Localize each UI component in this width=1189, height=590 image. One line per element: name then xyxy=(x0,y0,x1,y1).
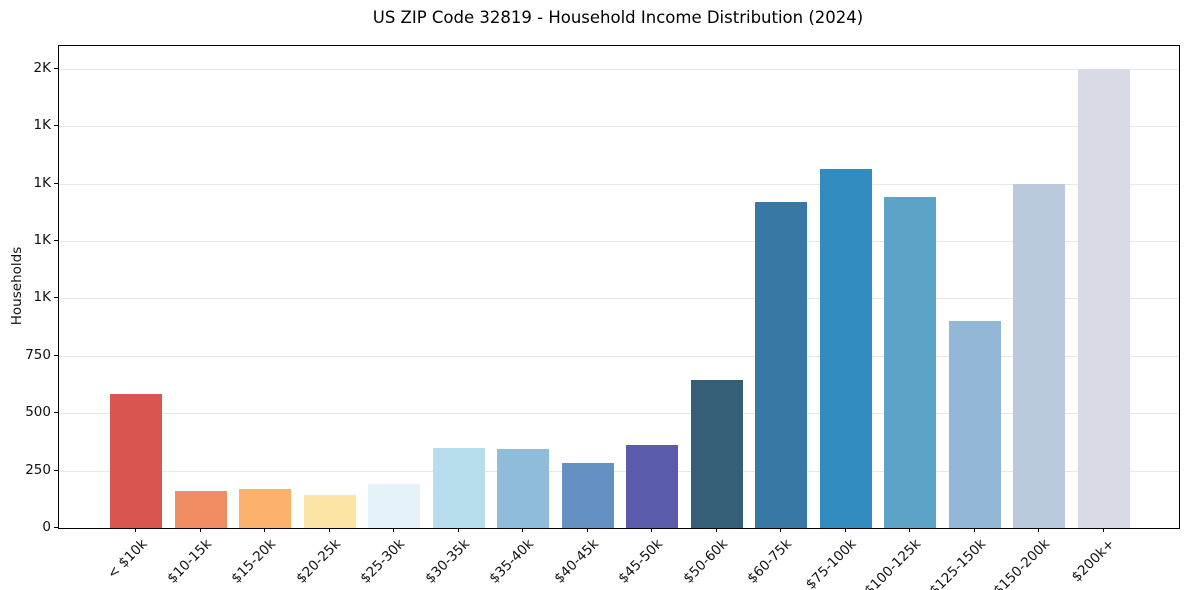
x-tick-mark xyxy=(973,528,975,532)
gridline xyxy=(59,413,1179,415)
y-tick-mark xyxy=(54,67,58,69)
y-tick-label: 2K xyxy=(33,59,51,76)
y-tick-mark xyxy=(54,182,58,184)
x-tick-label: $35-40k xyxy=(486,536,538,587)
bar-50-60k xyxy=(690,379,743,528)
x-tick-label: $200k+ xyxy=(1068,536,1118,586)
bar-200k xyxy=(1077,68,1130,528)
gridline xyxy=(59,470,1179,472)
x-tick-label: $40-45k xyxy=(551,536,602,587)
x-tick-label: $60-75k xyxy=(744,536,796,587)
bar-35-40k xyxy=(497,448,549,528)
y-tick-label: 250 xyxy=(25,461,51,478)
x-tick-mark xyxy=(1038,528,1039,532)
y-axis-label: Households xyxy=(9,246,25,326)
x-tick-label: $30-35k xyxy=(422,536,473,587)
bar-100-125k xyxy=(884,197,936,528)
x-tick-mark xyxy=(715,528,717,532)
bar-20-25k xyxy=(303,494,356,528)
x-tick-label: $25-30k xyxy=(357,536,409,587)
y-tick-mark xyxy=(54,240,58,242)
x-tick-mark xyxy=(586,528,588,532)
x-tick-label: $100-125k xyxy=(861,536,925,590)
y-tick-label: 1K xyxy=(33,174,51,191)
x-tick-mark xyxy=(522,528,523,532)
bar-15-20k xyxy=(239,488,291,528)
y-tick-label: 500 xyxy=(25,404,51,421)
bar-30-35k xyxy=(432,447,485,528)
x-tick-label: $20-25k xyxy=(293,536,344,587)
x-tick-mark xyxy=(909,528,910,532)
bar-60-75k xyxy=(755,202,807,528)
y-tick-mark xyxy=(54,469,58,471)
bar-45-50k xyxy=(626,445,678,528)
x-tick-label: $150-200k xyxy=(990,536,1054,590)
x-tick-label: $125-150k xyxy=(926,536,989,590)
plot-area xyxy=(58,45,1180,529)
x-tick-label: $75-100k xyxy=(803,536,860,590)
gridline xyxy=(59,183,1179,185)
bar-10k xyxy=(110,393,162,528)
bar-10-15k xyxy=(174,491,227,528)
bar-40-45k xyxy=(561,462,614,528)
x-tick-mark xyxy=(844,528,846,532)
y-tick-label: 1K xyxy=(33,289,51,306)
y-tick-label: 0 xyxy=(42,519,51,535)
x-tick-mark xyxy=(780,528,781,532)
x-tick-mark xyxy=(328,528,330,532)
y-tick-label: 1K xyxy=(33,232,51,249)
gridline xyxy=(59,355,1179,357)
y-tick-mark xyxy=(54,354,58,356)
x-tick-mark xyxy=(199,528,201,532)
y-tick-label: 1K xyxy=(33,117,51,134)
y-tick-mark xyxy=(54,125,58,127)
y-tick-mark xyxy=(54,527,58,528)
x-tick-mark xyxy=(264,528,265,532)
x-tick-mark xyxy=(393,528,394,532)
x-tick-label: < $10k xyxy=(104,536,151,583)
y-tick-mark xyxy=(54,412,58,414)
bar-125-150k xyxy=(948,321,1001,528)
x-tick-label: $10-15k xyxy=(164,536,215,587)
chart-title: US ZIP Code 32819 - Household Income Dis… xyxy=(372,8,864,27)
gridline xyxy=(59,126,1179,128)
x-tick-label: $50-60k xyxy=(680,536,731,587)
y-tick-label: 750 xyxy=(25,346,51,363)
x-tick-mark xyxy=(651,528,652,532)
x-tick-label: $15-20k xyxy=(228,536,280,587)
x-tick-mark xyxy=(1102,528,1104,532)
x-tick-mark xyxy=(135,528,136,532)
bar-150-200k xyxy=(1013,183,1065,528)
gridline xyxy=(59,298,1179,300)
bar-25-30k xyxy=(368,484,420,528)
gridline xyxy=(59,68,1179,70)
y-tick-mark xyxy=(54,297,58,299)
bar-75-100k xyxy=(819,168,872,528)
x-tick-label: $45-50k xyxy=(615,536,667,587)
gridline xyxy=(59,241,1179,243)
x-tick-mark xyxy=(457,528,459,532)
